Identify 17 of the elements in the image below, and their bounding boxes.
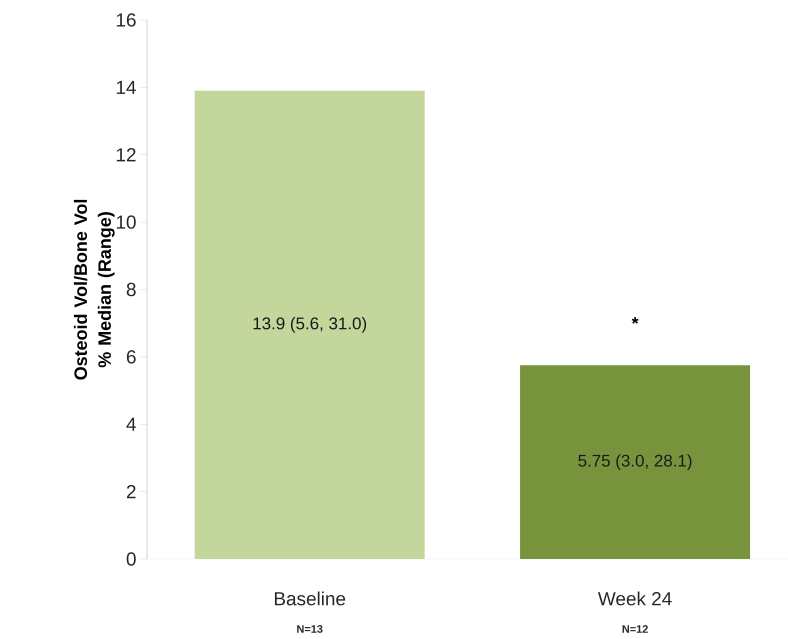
- y-tick-label: 0: [126, 552, 136, 566]
- y-tick-label: 10: [116, 215, 136, 229]
- y-tick-label: 14: [116, 80, 136, 94]
- data-label: 13.9 (5.6, 31.0): [254, 316, 366, 333]
- annotation: *: [632, 317, 639, 324]
- y-tick-label: 16: [116, 13, 136, 27]
- text: N=13: [297, 625, 323, 633]
- data-label: 5.75 (3.0, 28.1): [578, 454, 692, 470]
- y-axis-title: Osteoid Vol/Bone Vol % Median (Range): [74, 200, 115, 380]
- x-tick-label: Week 24: [598, 592, 672, 606]
- y-tick-label: 6: [126, 350, 136, 364]
- y-tick-label: 12: [116, 148, 136, 162]
- x-tick-label: Baseline: [274, 592, 346, 606]
- y-tick-label: 8: [126, 282, 136, 296]
- y-tick-label: 4: [126, 418, 136, 431]
- y-tick-label: 2: [126, 485, 136, 498]
- text: N=12: [622, 625, 648, 633]
